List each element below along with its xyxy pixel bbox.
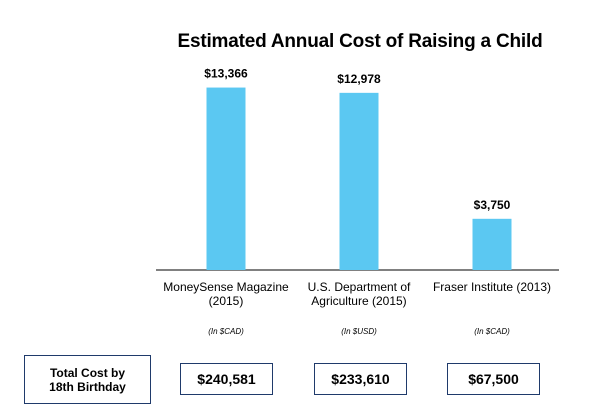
data-label: $13,366 <box>204 67 248 81</box>
total-cost-label: Total Cost by 18th Birthday <box>49 366 126 394</box>
category-label: Fraser Institute (2013) <box>432 280 552 294</box>
category-label: MoneySense Magazine (2015) <box>163 280 289 308</box>
currency-note: (In $USD) <box>341 327 377 336</box>
data-label: $3,750 <box>474 198 511 212</box>
category-label: U.S. Department of Agriculture (2015) <box>307 280 411 308</box>
total-cost-moneysense: $240,581 <box>180 363 273 395</box>
bar <box>339 92 379 270</box>
currency-note: (In $CAD) <box>208 327 244 336</box>
total-cost-usda: $233,610 <box>314 363 407 395</box>
bar <box>206 87 246 270</box>
currency-note: (In $CAD) <box>474 327 510 336</box>
bar <box>472 218 512 270</box>
total-cost-fraser: $67,500 <box>447 363 540 395</box>
total-cost-label-line-1: Total Cost by <box>49 365 126 380</box>
data-label: $12,978 <box>337 72 381 86</box>
chart-title: Estimated Annual Cost of Raising a Child <box>177 31 543 52</box>
total-cost-label-box: Total Cost by 18th Birthday <box>24 355 151 404</box>
total-cost-label-line-2: 18th Birthday <box>49 379 126 394</box>
